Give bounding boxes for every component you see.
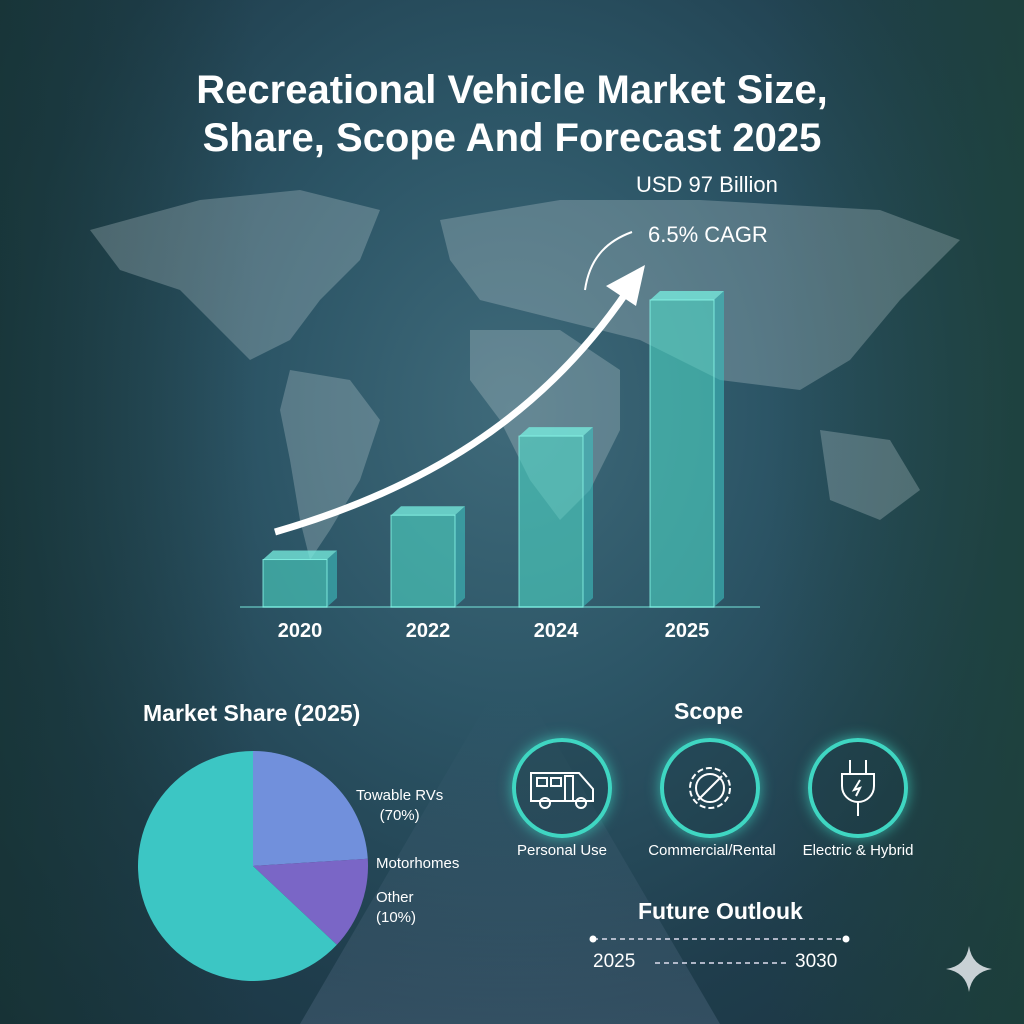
bar-side bbox=[327, 550, 337, 607]
pie-slice-other bbox=[137, 751, 337, 982]
x-tick-label: 2020 bbox=[277, 620, 323, 642]
trend-arrowhead bbox=[606, 265, 645, 306]
pie-label-value: (70%) bbox=[379, 807, 420, 824]
pie-label-other: Other (10%) bbox=[376, 888, 416, 928]
pie-title: Market Share (2025) bbox=[143, 700, 361, 726]
bar-2025 bbox=[649, 299, 715, 608]
bar-top bbox=[519, 427, 593, 437]
pie-slice-motorhomes bbox=[253, 858, 368, 945]
pie-slice-towable-rvs bbox=[253, 751, 368, 866]
scope-label-commercial: Commercial/Rental bbox=[648, 842, 776, 859]
bar-2024 bbox=[518, 435, 584, 608]
rv-icon bbox=[512, 738, 612, 838]
sparkle-icon bbox=[946, 946, 992, 992]
title-line-2: Share, Scope And Forecast 2025 bbox=[202, 116, 822, 160]
gear-wrench-icon bbox=[660, 738, 760, 838]
market-size-label: USD 97 Billion bbox=[636, 172, 778, 197]
bar-2022 bbox=[390, 514, 456, 608]
pie-label-text: Other bbox=[376, 889, 414, 906]
scope-label-electric: Electric & Hybrid bbox=[802, 842, 914, 859]
outlook-end: 3030 bbox=[795, 951, 838, 972]
outlook-start: 2025 bbox=[593, 951, 636, 972]
cagr-pointer bbox=[584, 231, 633, 291]
bar-2020 bbox=[262, 559, 328, 608]
pie-label-motorhomes: Motorhomes bbox=[376, 855, 460, 872]
bar-side bbox=[714, 291, 724, 607]
plug-icon bbox=[808, 738, 908, 838]
title-line-1: Recreational Vehicle Market Size, bbox=[196, 68, 828, 112]
outlook-title: Future Outlouk bbox=[638, 898, 803, 924]
scope-title: Scope bbox=[674, 698, 744, 724]
bar-top bbox=[650, 291, 724, 300]
x-tick-label: 2022 bbox=[405, 620, 451, 642]
x-tick-label: 2024 bbox=[533, 620, 579, 642]
x-tick-label: 2025 bbox=[664, 620, 710, 642]
trend-arrow bbox=[274, 288, 631, 536]
pie-label-towable: Towable RVs (70%) bbox=[356, 786, 443, 826]
bar-side bbox=[583, 427, 593, 607]
page-title: Recreational Vehicle Market Size, Share,… bbox=[0, 66, 1024, 162]
pie-label-text: Towable RVs bbox=[356, 787, 444, 804]
bar-top bbox=[391, 506, 465, 516]
bar-side bbox=[455, 506, 465, 607]
pie-label-value: (10%) bbox=[376, 909, 417, 926]
bar-top bbox=[263, 550, 337, 560]
cagr-label: 6.5% CAGR bbox=[648, 222, 768, 247]
scope-label-personal: Personal Use bbox=[516, 842, 608, 859]
